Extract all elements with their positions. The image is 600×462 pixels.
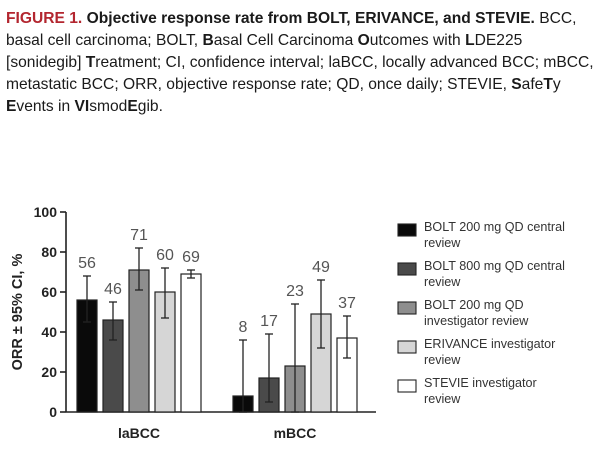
caption-segment: y	[552, 76, 561, 93]
caption-segment: gib.	[137, 98, 163, 115]
data-label: 71	[130, 227, 148, 244]
data-label: 37	[338, 295, 356, 312]
y-tick-label: 60	[41, 284, 57, 300]
caption-segment: L	[465, 32, 475, 49]
legend-label: BOLT 800 mg QD central review	[424, 259, 565, 289]
y-tick-label: 0	[49, 404, 57, 420]
caption-segment: E	[6, 98, 17, 115]
caption-segment: asal Cell Carcinoma	[213, 32, 358, 49]
figure-label: FIGURE 1.	[6, 10, 83, 27]
legend-swatch	[397, 301, 417, 315]
legend-swatch	[397, 262, 417, 276]
orr-bar-chart: 0 20 40 60 80 100 ORR ± 95% CI, % laBCC mBCC 56 4…	[10, 204, 565, 441]
figure-caption-body: BCC, basal cell carcinoma; BOLT, Basal C…	[6, 10, 594, 115]
data-label: 23	[286, 283, 304, 300]
x-category-label: laBCC	[118, 425, 160, 441]
caption-segment: VI	[74, 98, 90, 115]
legend-swatch	[397, 379, 417, 393]
legend-label: ERIVANCE investigator review	[424, 337, 555, 367]
caption-segment: B	[202, 32, 214, 49]
data-label: 17	[260, 313, 278, 330]
data-label: 8	[239, 319, 248, 336]
y-tick-label: 40	[41, 324, 57, 340]
data-label: 69	[182, 249, 200, 266]
chart-axes: 0 20 40 60 80 100 ORR ± 95% CI, % laBCC mBCC	[10, 204, 376, 441]
y-tick-label: 80	[41, 244, 57, 260]
chart-bars: 56 46 71 60 69 8 17 23 49 37	[76, 227, 358, 413]
caption-segment: vents in	[16, 98, 75, 115]
legend-label: BOLT 200 mg QD central review	[424, 220, 565, 250]
legend-label: STEVIE investigator review	[424, 376, 537, 406]
caption-segment: E	[127, 98, 138, 115]
data-label: 49	[312, 259, 330, 276]
caption-segment: T	[543, 76, 553, 93]
data-label: 60	[156, 247, 174, 264]
caption-segment: afe	[521, 76, 544, 93]
caption-segment: smod	[89, 98, 128, 115]
data-label: 46	[104, 281, 122, 298]
caption-segment: S	[511, 76, 522, 93]
y-tick-label: 20	[41, 364, 57, 380]
caption-segment: DE225 [sonidegib]	[6, 32, 523, 71]
x-category-label: mBCC	[274, 425, 317, 441]
legend-swatch	[397, 223, 417, 237]
legend-label: BOLT 200 mg QD investigator review	[424, 298, 529, 328]
figure-title: Objective response rate from BOLT, ERIVA…	[86, 10, 535, 27]
caption-segment: utcomes with	[369, 32, 466, 49]
y-tick-label: 100	[34, 204, 58, 220]
caption-segment: BCC, basal cell carcinoma; BOLT,	[6, 10, 577, 49]
bar	[128, 269, 150, 413]
figure-caption: FIGURE 1. Objective response rate from B…	[6, 8, 594, 118]
y-axis-label: ORR ± 95% CI, %	[10, 254, 26, 371]
bar	[180, 273, 202, 413]
caption-segment: T	[85, 54, 96, 71]
caption-segment: reatment; CI, confidence interval; laBCC…	[6, 54, 594, 93]
data-label: 56	[78, 255, 96, 272]
chart-legend: BOLT 200 mg QD central review BOLT 800 mg …	[397, 220, 565, 406]
caption-segment: O	[357, 32, 370, 49]
legend-swatch	[397, 340, 417, 354]
